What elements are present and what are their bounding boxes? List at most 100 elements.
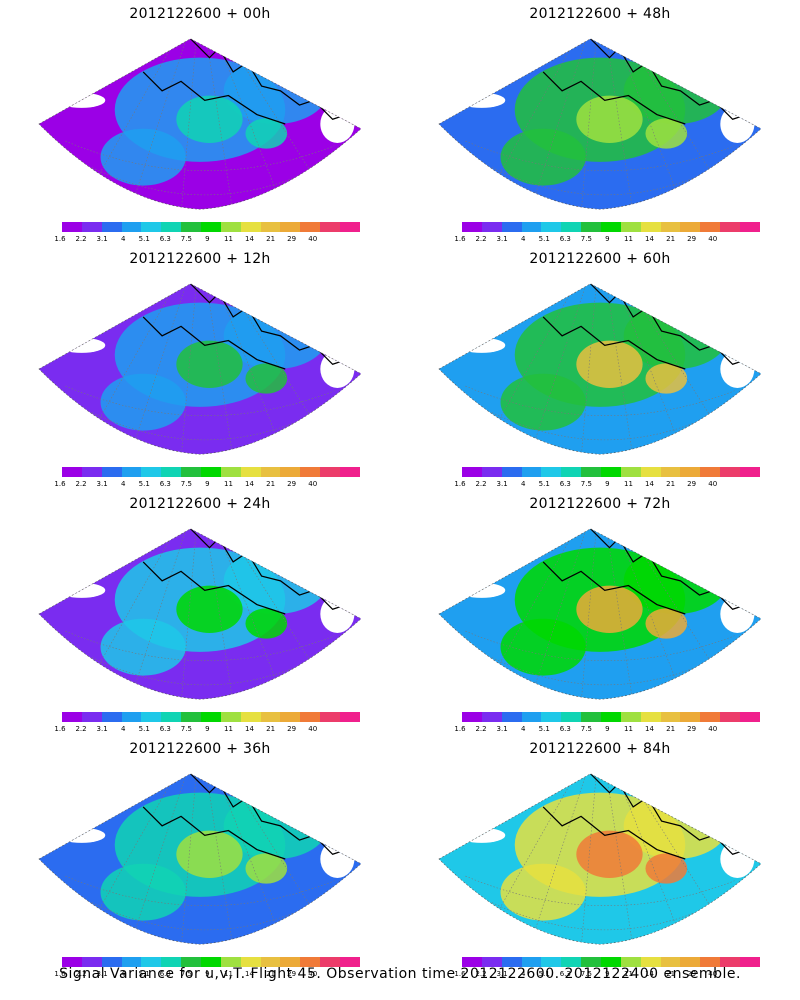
variance-contour	[100, 618, 186, 676]
map-boundary	[38, 283, 362, 455]
colorbar-tick-label: 4	[120, 235, 126, 243]
colorbar-swatch	[141, 712, 162, 722]
colorbar-swatch	[62, 712, 82, 722]
colorbar-tick-label: 5.1	[538, 235, 550, 243]
colorbar-tick-label: 21	[666, 235, 676, 243]
colorbar-tick-label: 21	[666, 725, 676, 733]
colorbar-tick-label: 14	[645, 725, 654, 733]
colorbar-swatch	[620, 467, 641, 477]
longitude-gridline	[599, 773, 634, 945]
colorbar-swatch	[220, 957, 241, 967]
missing-data-region	[320, 595, 355, 633]
missing-data-region	[457, 827, 506, 843]
latitude-gridline	[465, 875, 735, 906]
colorbar-swatch	[81, 957, 102, 967]
colorbar-tick-label: 4	[120, 725, 126, 733]
colorbar-tick-label: 1.6	[454, 235, 466, 243]
colorbar-swatch	[620, 222, 641, 232]
longitude-gridline	[599, 528, 634, 700]
colorbar-tick-label: 14	[645, 480, 654, 488]
colorbar-tick-label: 2.2	[475, 480, 487, 488]
colorbar-tick-label: 1.6	[454, 480, 466, 488]
variance-contour	[645, 118, 688, 149]
colorbar-swatch	[740, 712, 760, 722]
colorbar-tick-label: 4	[520, 235, 526, 243]
colorbar-swatch	[521, 467, 542, 477]
colorbar-tick-label: 14	[645, 970, 654, 978]
colorbar-swatch	[81, 467, 102, 477]
latitude-gridline	[65, 140, 335, 171]
colorbar-swatch	[141, 222, 162, 232]
latitude-gridline	[465, 385, 735, 416]
colorbar-swatch	[481, 957, 502, 967]
latitude-gridline	[65, 875, 335, 906]
variance-map	[38, 773, 362, 945]
colorbar-tick-label: 7.5	[580, 725, 592, 733]
colorbar-tick-label: 40	[308, 725, 318, 733]
variance-contour	[645, 363, 688, 394]
colorbar-tick-label: 29	[287, 480, 297, 488]
colorbar-swatch	[581, 957, 602, 967]
longitude-gridline	[199, 528, 234, 700]
colorbar-swatch	[320, 712, 341, 722]
colorbar-tick-label: 9	[605, 235, 610, 243]
panel-title: 2012122600 + 84h	[529, 741, 671, 757]
colorbar-swatch	[501, 712, 522, 722]
colorbar-tick-label: 6.3	[559, 970, 571, 978]
colorbar-tick-label: 14	[245, 235, 254, 243]
colorbar-tick-label: 1.6	[54, 725, 66, 733]
missing-data-region	[457, 582, 506, 598]
variance-contour	[176, 830, 243, 878]
colorbar-swatch	[541, 467, 562, 477]
panel-title: 2012122600 + 24h	[129, 496, 271, 512]
colorbar-tick-label: 7.5	[180, 725, 192, 733]
colorbar-swatch	[300, 712, 321, 722]
colorbar-ticks: 1.6 2.2 3.1 4 5.1 6.3 7.5 9 11 14 21 29 40	[454, 725, 760, 735]
colorbar-ticks: 1.6 2.2 3.1 4 5.1 6.3 7.5 9 11 14 21 29 40	[454, 480, 760, 490]
variance-contour	[645, 608, 688, 639]
colorbar-swatch	[601, 712, 621, 722]
colorbar-swatch	[101, 712, 122, 722]
colorbar-tick-label: 29	[287, 235, 297, 243]
missing-data-region	[299, 67, 328, 87]
longitude-gridline	[199, 38, 234, 210]
colorbar-tick-label: 3.1	[496, 725, 508, 733]
forecast-panel: 2012122600 + 00h 1.6 2.2 3.1 4 5.1 6.3 7.5 9 11 14…	[0, 0, 400, 245]
missing-data-region	[320, 105, 355, 143]
colorbar-tick-label: 11	[224, 480, 233, 488]
colorbar-swatch	[260, 712, 281, 722]
colorbar-swatch	[141, 467, 162, 477]
colorbar-swatch	[700, 957, 721, 967]
colorbar-swatch	[620, 957, 641, 967]
missing-data-region	[57, 92, 106, 108]
colorbar-swatch	[240, 467, 261, 477]
variance-contour	[500, 373, 586, 431]
colorbar-tick-label: 29	[687, 480, 697, 488]
colorbar-swatch	[720, 957, 741, 967]
colorbar-swatch	[62, 467, 82, 477]
missing-data-region	[57, 582, 106, 598]
variance-contour	[576, 830, 643, 878]
colorbar-swatch	[521, 712, 542, 722]
missing-data-region	[320, 350, 355, 388]
colorbar-swatch	[620, 712, 641, 722]
colorbar-swatch	[220, 467, 241, 477]
variance-contour	[245, 608, 288, 639]
colorbar-swatch	[220, 222, 241, 232]
variance-map	[438, 773, 762, 945]
colorbar-ticks: 1.6 2.2 3.1 4 5.1 6.3 7.5 9 11 14 21 29 40	[54, 725, 360, 735]
colorbar-swatch	[300, 957, 321, 967]
colorbar-swatch	[220, 712, 241, 722]
colorbar-swatch	[340, 712, 360, 722]
colorbar-swatch	[521, 222, 542, 232]
colorbar-swatch	[280, 712, 301, 722]
colorbar-swatch	[481, 222, 502, 232]
colorbar-tick-label: 14	[245, 480, 254, 488]
colorbar-tick-label: 1.6	[454, 970, 466, 978]
forecast-panel: 2012122600 + 12h 1.6 2.2 3.1 4 5.1 6.3 7.5 9 11 14…	[0, 245, 400, 490]
colorbar-tick-label: 4	[520, 970, 526, 978]
missing-data-region	[720, 105, 755, 143]
colorbar-tick-label: 5.1	[138, 970, 150, 978]
colorbar-swatch	[680, 712, 701, 722]
colorbar-swatch	[181, 222, 202, 232]
